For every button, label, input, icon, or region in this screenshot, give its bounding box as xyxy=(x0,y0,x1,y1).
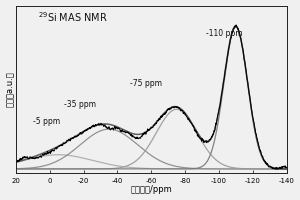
Text: -75 ppm: -75 ppm xyxy=(130,79,162,88)
Text: $^{29}$Si MAS NMR: $^{29}$Si MAS NMR xyxy=(38,11,107,24)
Text: -110 ppm: -110 ppm xyxy=(206,29,242,38)
Text: -35 ppm: -35 ppm xyxy=(64,100,96,109)
X-axis label: 化学位移/ppm: 化学位移/ppm xyxy=(130,185,172,194)
Y-axis label: 强度（a.u.）: 强度（a.u.） xyxy=(6,72,15,107)
Text: -5 ppm: -5 ppm xyxy=(33,117,60,126)
